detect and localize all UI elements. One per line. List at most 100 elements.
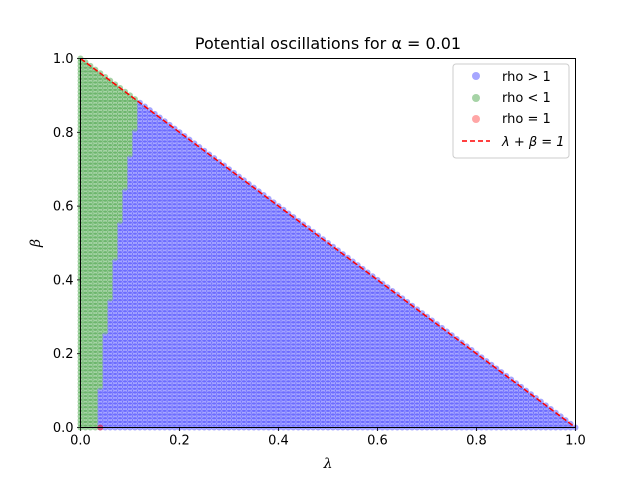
scatter-point	[112, 206, 119, 213]
scatter-point	[102, 354, 109, 361]
scatter-point	[82, 347, 89, 354]
scatter-point	[87, 118, 94, 125]
scatter-point	[102, 251, 109, 258]
scatter-point	[82, 251, 89, 258]
scatter-point	[82, 258, 89, 265]
scatter-point	[97, 358, 104, 365]
scatter-point	[92, 169, 99, 176]
scatter-point	[112, 203, 119, 210]
scatter-point	[87, 413, 94, 420]
scatter-point	[87, 85, 94, 92]
scatter-point	[97, 324, 104, 331]
scatter-point	[107, 132, 114, 139]
scatter-point	[122, 214, 129, 221]
scatter-point	[97, 151, 104, 158]
scatter-point	[102, 398, 109, 405]
scatter-point	[102, 77, 109, 84]
scatter-point	[112, 409, 119, 416]
scatter-point	[102, 361, 109, 368]
scatter-point	[82, 335, 89, 342]
scatter-point	[87, 232, 94, 239]
scatter-point	[127, 217, 133, 224]
scatter-point	[92, 391, 99, 398]
scatter-point	[82, 394, 89, 401]
scatter-point	[92, 92, 99, 99]
scatter-point	[122, 169, 129, 176]
scatter-point	[107, 136, 114, 143]
scatter-point	[127, 284, 133, 291]
scatter-point	[87, 203, 94, 210]
scatter-point	[102, 258, 109, 265]
scatter-point	[82, 276, 89, 283]
scatter-point	[92, 147, 99, 154]
scatter-point	[102, 295, 109, 302]
scatter-point	[87, 210, 94, 217]
scatter-point	[102, 221, 109, 228]
scatter-point	[107, 232, 114, 239]
scatter-point	[107, 365, 114, 372]
scatter-point	[97, 169, 104, 176]
scatter-point	[87, 243, 94, 250]
scatter-point	[87, 380, 94, 387]
scatter-point	[127, 210, 133, 217]
scatter-point	[107, 240, 114, 246]
scatter-point	[102, 243, 109, 250]
scatter-point	[102, 321, 109, 328]
scatter-point	[87, 350, 94, 357]
scatter-point	[102, 420, 109, 427]
scatter-point	[107, 247, 114, 254]
scatter-point	[102, 232, 109, 239]
scatter-point	[97, 221, 104, 228]
scatter-point	[92, 199, 99, 206]
scatter-point	[87, 317, 94, 324]
scatter-point	[112, 380, 119, 387]
scatter-point	[127, 321, 133, 328]
scatter-point	[97, 88, 104, 95]
scatter-point	[112, 184, 119, 191]
scatter-point	[127, 328, 133, 335]
scatter-point	[107, 228, 114, 235]
scatter-point	[97, 214, 104, 221]
scatter-point	[122, 180, 129, 187]
scatter-point	[117, 169, 124, 176]
scatter-point	[87, 335, 94, 342]
scatter-point	[92, 376, 99, 383]
scatter-point	[107, 92, 114, 99]
scatter-point	[102, 166, 109, 173]
scatter-point	[122, 284, 129, 291]
scatter-point	[112, 276, 119, 283]
scatter-point	[127, 221, 133, 228]
scatter-point	[82, 125, 89, 132]
scatter-point	[127, 280, 133, 287]
scatter-point	[82, 332, 89, 339]
scatter-point	[117, 254, 124, 261]
scatter-point	[82, 173, 89, 180]
scatter-point	[127, 369, 133, 376]
scatter-point	[92, 173, 99, 180]
scatter-point	[117, 291, 124, 298]
scatter-point	[112, 232, 119, 239]
scatter-point	[97, 129, 104, 136]
scatter-point	[87, 162, 94, 169]
scatter-point	[112, 287, 119, 294]
scatter-point	[87, 140, 94, 147]
scatter-point	[127, 276, 133, 283]
scatter-point	[107, 406, 114, 413]
scatter-point	[122, 225, 129, 232]
scatter-point	[92, 221, 99, 228]
scatter-point	[92, 151, 99, 158]
scatter-point	[112, 343, 119, 350]
scatter-point	[107, 350, 114, 357]
scatter-point	[117, 343, 124, 350]
scatter-point	[82, 240, 89, 246]
scatter-point	[97, 387, 104, 394]
scatter-point	[122, 118, 129, 125]
scatter-point	[117, 110, 124, 117]
scatter-point	[112, 324, 119, 331]
scatter-point	[122, 221, 129, 228]
scatter-point	[82, 225, 89, 232]
scatter-point	[102, 369, 109, 376]
scatter-point	[92, 324, 99, 331]
scatter-point	[82, 413, 89, 420]
scatter-point	[87, 417, 94, 424]
